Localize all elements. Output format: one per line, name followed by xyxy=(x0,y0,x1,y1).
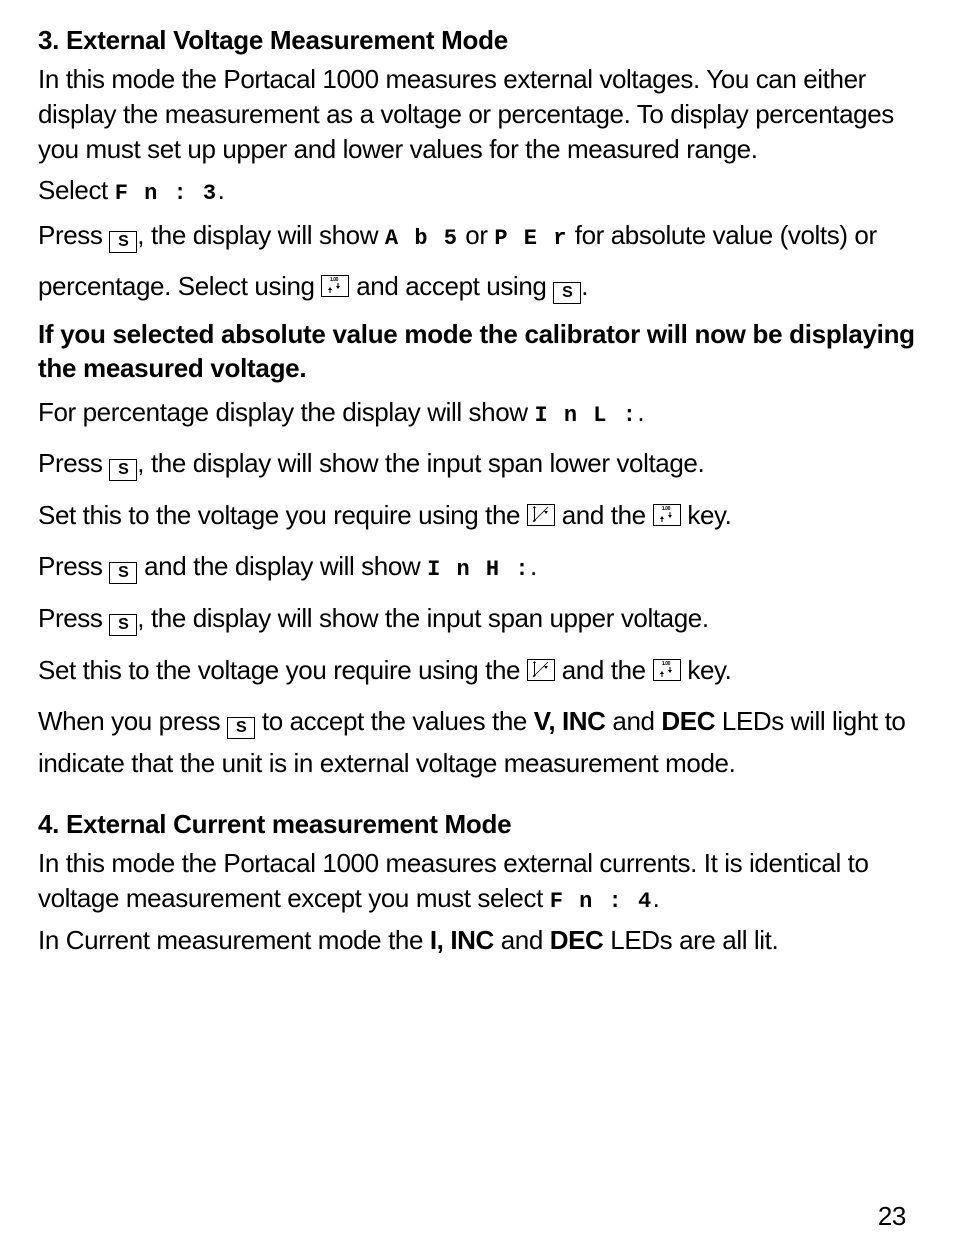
s-key-icon: S xyxy=(553,282,581,304)
text: and the xyxy=(555,500,653,530)
text: to accept the values the xyxy=(255,706,534,736)
manual-page: 3. External Voltage Measurement Mode In … xyxy=(0,0,954,1256)
text: Set this to the voltage you require usin… xyxy=(38,655,527,685)
segment-display-inl: I n L : xyxy=(534,403,637,428)
section-4-heading: 4. External Current measurement Mode xyxy=(38,808,916,842)
section-3-press2: Press S, the display will show the input… xyxy=(38,443,916,485)
segment-display-per: P E r xyxy=(494,226,568,251)
section-3-inh: Press S and the display will show I n H … xyxy=(38,546,916,588)
section-3-set1: Set this to the voltage you require usin… xyxy=(38,495,916,537)
segment-display-inh: I n H : xyxy=(427,557,530,582)
led-label-i-inc: I, INC xyxy=(430,925,494,955)
page-number: 23 xyxy=(878,1201,906,1232)
text: For percentage display the display will … xyxy=(38,397,534,427)
section-3-inl: For percentage display the display will … xyxy=(38,392,916,434)
digit-key-icon xyxy=(527,659,555,681)
text: and accept using xyxy=(349,271,553,301)
text: and xyxy=(606,706,662,736)
section-3-press1b: percentage. Select using 1.00 and accept… xyxy=(38,266,916,308)
text: or xyxy=(458,220,494,250)
led-label-dec: DEC xyxy=(550,925,604,955)
text: key. xyxy=(681,655,732,685)
text: , the display will show the input span l… xyxy=(137,448,704,478)
text: and the display will show xyxy=(137,551,427,581)
digit-key-icon xyxy=(527,504,555,526)
section-3-intro: In this mode the Portacal 1000 measures … xyxy=(38,62,916,167)
text: When you press xyxy=(38,706,227,736)
text: In Current measurement mode the xyxy=(38,925,430,955)
text: . xyxy=(530,551,537,581)
section-3-press1: Press S, the display will show A b 5 or … xyxy=(38,215,916,257)
svg-text:1.00: 1.00 xyxy=(330,277,339,283)
section-4-leds: In Current measurement mode the I, INC a… xyxy=(38,923,916,958)
text: Press xyxy=(38,551,109,581)
text: percentage. Select using xyxy=(38,271,321,301)
text: for absolute value (volts) or xyxy=(568,220,877,250)
text: Select xyxy=(38,175,115,205)
s-key-icon: S xyxy=(109,614,137,636)
led-label-dec: DEC xyxy=(661,706,715,736)
segment-display-fn3: F n : 3 xyxy=(115,181,218,206)
segment-display-fn4: F n : 4 xyxy=(550,889,653,914)
text: Press xyxy=(38,220,109,250)
section-3-heading: 3. External Voltage Measurement Mode xyxy=(38,24,916,58)
text: , the display will show xyxy=(137,220,385,250)
text: Press xyxy=(38,448,109,478)
text: . xyxy=(637,397,644,427)
s-key-icon: S xyxy=(109,231,137,253)
nudge-key-icon: 1.00 xyxy=(653,659,681,681)
text: . xyxy=(653,883,660,913)
text: In this mode the Portacal 1000 measures … xyxy=(38,848,869,913)
text: . xyxy=(581,271,588,301)
section-3-final: When you press S to accept the values th… xyxy=(38,701,916,784)
nudge-key-icon: 1.00 xyxy=(653,504,681,526)
text: Press xyxy=(38,603,109,633)
s-key-icon: S xyxy=(227,717,255,739)
led-label-v-inc: V, INC xyxy=(534,706,606,736)
section-3-note: If you selected absolute value mode the … xyxy=(38,318,916,386)
text: key. xyxy=(681,500,732,530)
s-key-icon: S xyxy=(109,562,137,584)
section-3-set2: Set this to the voltage you require usin… xyxy=(38,650,916,692)
text: , the display will show the input span u… xyxy=(137,603,708,633)
svg-text:1.00: 1.00 xyxy=(661,506,670,512)
svg-text:1.00: 1.00 xyxy=(661,661,670,667)
text: LEDs are all lit. xyxy=(603,925,778,955)
text: Set this to the voltage you require usin… xyxy=(38,500,527,530)
s-key-icon: S xyxy=(109,459,137,481)
section-3-select: Select F n : 3. xyxy=(38,173,916,209)
text: and the xyxy=(555,655,653,685)
nudge-key-icon: 1.00 xyxy=(321,275,349,297)
section-4-intro: In this mode the Portacal 1000 measures … xyxy=(38,846,916,917)
text: and xyxy=(494,925,550,955)
text: . xyxy=(218,175,225,205)
segment-display-abs: A b 5 xyxy=(385,226,459,251)
section-3-press3: Press S, the display will show the input… xyxy=(38,598,916,640)
